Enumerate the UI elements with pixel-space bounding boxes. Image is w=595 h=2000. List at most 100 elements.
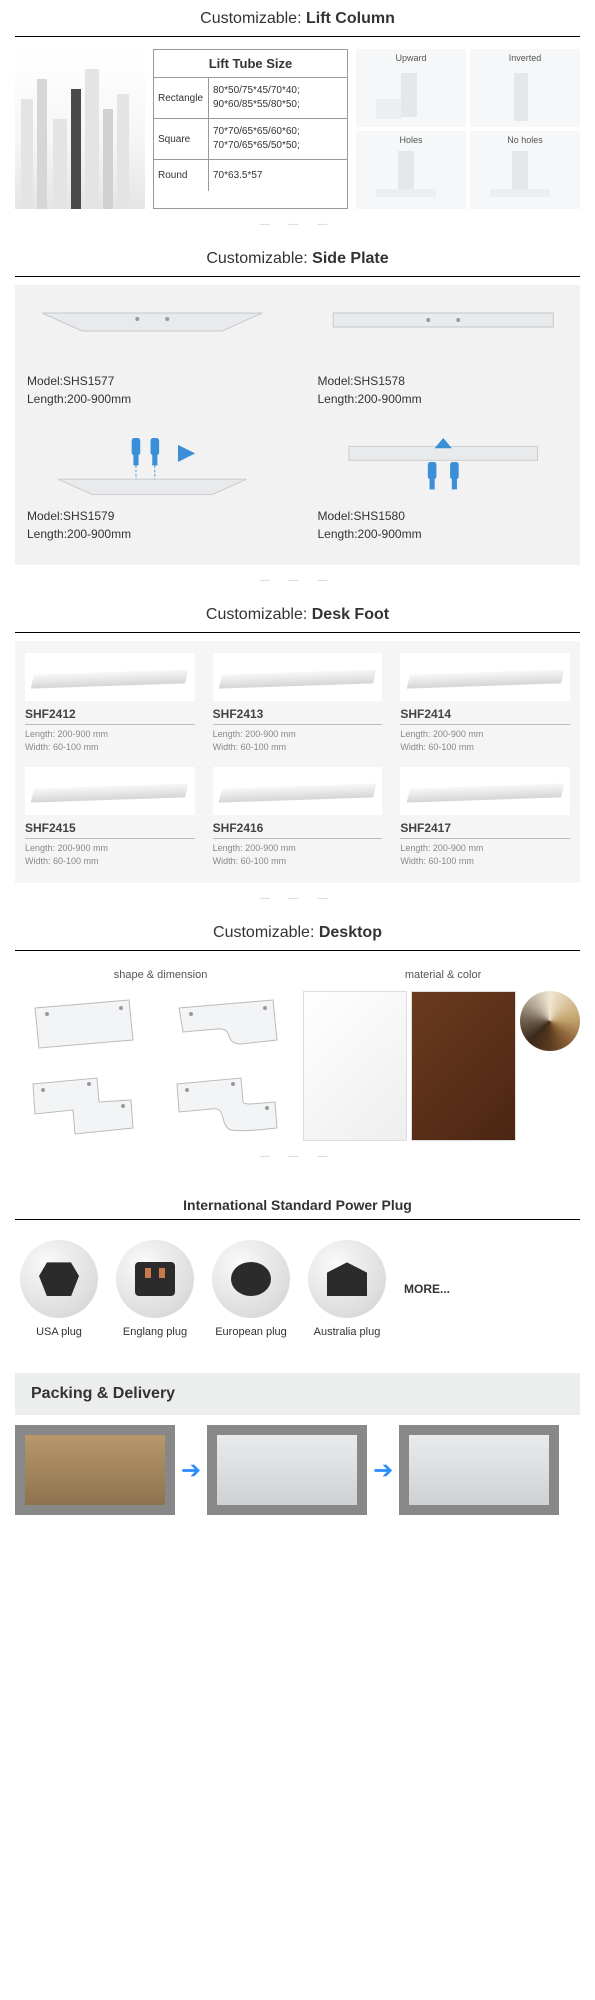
arrow-icon: ➔ xyxy=(373,1456,393,1485)
length: Length:200-900mm xyxy=(27,525,278,543)
packing-step xyxy=(15,1425,175,1515)
plug-row: USA plug Englang plug European plug Aust… xyxy=(0,1220,595,1348)
column-icon xyxy=(470,63,580,121)
label: Inverted xyxy=(509,53,542,63)
side-plate-item: Model:SHS1580 Length:200-900mm xyxy=(318,438,569,543)
foot-length: Length: 200-900 mm xyxy=(400,728,570,741)
foot-width: Width: 60-100 mm xyxy=(25,855,195,868)
side-plate-grid: Model:SHS1577 Length:200-900mm Model:SHS… xyxy=(27,303,568,543)
desk-foot-item: SHF2412 Length: 200-900 mmWidth: 60-100 m… xyxy=(25,653,195,753)
plug-icon xyxy=(135,1262,175,1296)
divider-dots: — — — xyxy=(0,565,595,596)
foot-width: Width: 60-100 mm xyxy=(213,741,383,754)
foot-name: SHF2417 xyxy=(400,821,570,839)
foot-name: SHF2412 xyxy=(25,707,195,725)
foot-length: Length: 200-900 mm xyxy=(25,842,195,855)
foot-illustration xyxy=(25,767,195,815)
shape-cutout xyxy=(159,991,293,1061)
shape-l2 xyxy=(159,1071,293,1141)
plug-circle xyxy=(116,1240,194,1318)
plug-label: USA plug xyxy=(20,1326,98,1338)
side-plate-item: Model:SHS1579 Length:200-900mm xyxy=(27,438,278,543)
orient-inverted: Inverted xyxy=(470,49,580,127)
lift-column-illustration xyxy=(15,49,145,209)
desktop-body xyxy=(15,991,580,1141)
material-wood xyxy=(411,991,516,1141)
shape-rect xyxy=(15,991,149,1061)
plate-illustration xyxy=(318,438,569,498)
desktop-panel: shape & dimension material & color xyxy=(15,959,580,1141)
plug-icon xyxy=(327,1262,367,1296)
orient-holes: Holes xyxy=(356,131,466,209)
side-plate-panel: Model:SHS1577 Length:200-900mm Model:SHS… xyxy=(15,285,580,565)
desk-foot-item: SHF2414Length: 200-900 mmWidth: 60-100 m… xyxy=(400,653,570,753)
foot-illustration xyxy=(213,653,383,701)
label: Upward xyxy=(395,53,426,63)
side-plate-item: Model:SHS1577 Length:200-900mm xyxy=(27,303,278,408)
plug-item: European plug xyxy=(212,1240,290,1338)
packing-step xyxy=(207,1425,367,1515)
box-foam xyxy=(217,1435,357,1505)
foot-illustration xyxy=(213,767,383,815)
desk-foot-item: SHF2413Length: 200-900 mmWidth: 60-100 m… xyxy=(213,653,383,753)
foot-width: Width: 60-100 mm xyxy=(25,741,195,754)
material-white xyxy=(303,991,408,1141)
plate-illustration xyxy=(27,438,278,498)
section-title-power-plug: International Standard Power Plug xyxy=(15,1197,580,1220)
foot-length: Length: 200-900 mm xyxy=(213,728,383,741)
foot-width: Width: 60-100 mm xyxy=(213,855,383,868)
plug-item: Australia plug xyxy=(308,1240,386,1338)
desktop-headers: shape & dimension material & color xyxy=(15,959,580,991)
foot-length: Length: 200-900 mm xyxy=(25,728,195,741)
table-header: Lift Tube Size xyxy=(154,50,347,78)
plug-more: MORE... xyxy=(404,1282,450,1296)
length: Length:200-900mm xyxy=(318,525,569,543)
divider-dots: — — — xyxy=(0,1141,595,1172)
divider-dots: — — — xyxy=(0,209,595,240)
plug-circle xyxy=(212,1240,290,1318)
desk-foot-grid: SHF2412Length: 200-900 mmWidth: 60-100 m… xyxy=(25,653,570,867)
prefix: Customizable: xyxy=(206,250,307,267)
plate-label: Model:SHS1577 Length:200-900mm xyxy=(27,372,278,408)
table-row: Rectangle 80*50/75*45/70*40; 90*60/85*55… xyxy=(154,78,347,119)
foot-length: Length: 200-900 mm xyxy=(400,842,570,855)
column-icon xyxy=(356,63,466,121)
desk-foot-item: SHF2416 Length: 200-900 mmWidth: 60-100 m… xyxy=(213,767,383,867)
plug-item: USA plug xyxy=(20,1240,98,1338)
foot-length: Length: 200-900 mm xyxy=(213,842,383,855)
plate-label: Model:SHS1578 Length:200-900mm xyxy=(318,372,569,408)
plug-icon xyxy=(39,1262,79,1296)
desktop-shapes xyxy=(15,991,293,1141)
section-title-desktop: Customizable: Desktop xyxy=(15,914,580,951)
foot-width: Width: 60-100 mm xyxy=(400,741,570,754)
color-swatch-wheel xyxy=(520,991,580,1051)
plug-label: Englang plug xyxy=(116,1326,194,1338)
box-foam xyxy=(409,1435,549,1505)
plate-label: Model:SHS1580 Length:200-900mm xyxy=(318,507,569,543)
lift-tube-size-table: Lift Tube Size Rectangle 80*50/75*45/70*… xyxy=(153,49,348,209)
column-icon xyxy=(356,145,466,203)
hdr-material: material & color xyxy=(405,969,481,981)
plate-label: Model:SHS1579 Length:200-900mm xyxy=(27,507,278,543)
orient-noholes: No holes xyxy=(470,131,580,209)
plate-illustration xyxy=(27,303,278,363)
hdr-shape: shape & dimension xyxy=(114,969,208,981)
section-title-packing: Packing & Delivery xyxy=(15,1373,580,1415)
prefix: Customizable: xyxy=(206,606,307,623)
title: Desk Foot xyxy=(312,606,389,623)
cell-shape: Square xyxy=(154,119,209,159)
plug-icon xyxy=(231,1262,271,1296)
title: Side Plate xyxy=(312,250,388,267)
table-row: Square 70*70/65*65/60*60; 70*70/65*65/50… xyxy=(154,119,347,160)
cell-sizes: 70*63.5*57 xyxy=(209,160,347,191)
arrow-icon: ➔ xyxy=(181,1456,201,1485)
plate-illustration xyxy=(318,303,569,363)
cell-sizes: 80*50/75*45/70*40; 90*60/85*55/80*50; xyxy=(209,78,347,118)
shape-l1 xyxy=(15,1071,149,1141)
foot-name: SHF2416 xyxy=(213,821,383,839)
table-row: Round 70*63.5*57 xyxy=(154,160,347,191)
model: Model:SHS1579 xyxy=(27,507,278,525)
side-plate-item: Model:SHS1578 Length:200-900mm xyxy=(318,303,569,408)
desk-foot-panel: SHF2412Length: 200-900 mmWidth: 60-100 m… xyxy=(15,641,580,883)
title: Lift Column xyxy=(306,10,395,27)
